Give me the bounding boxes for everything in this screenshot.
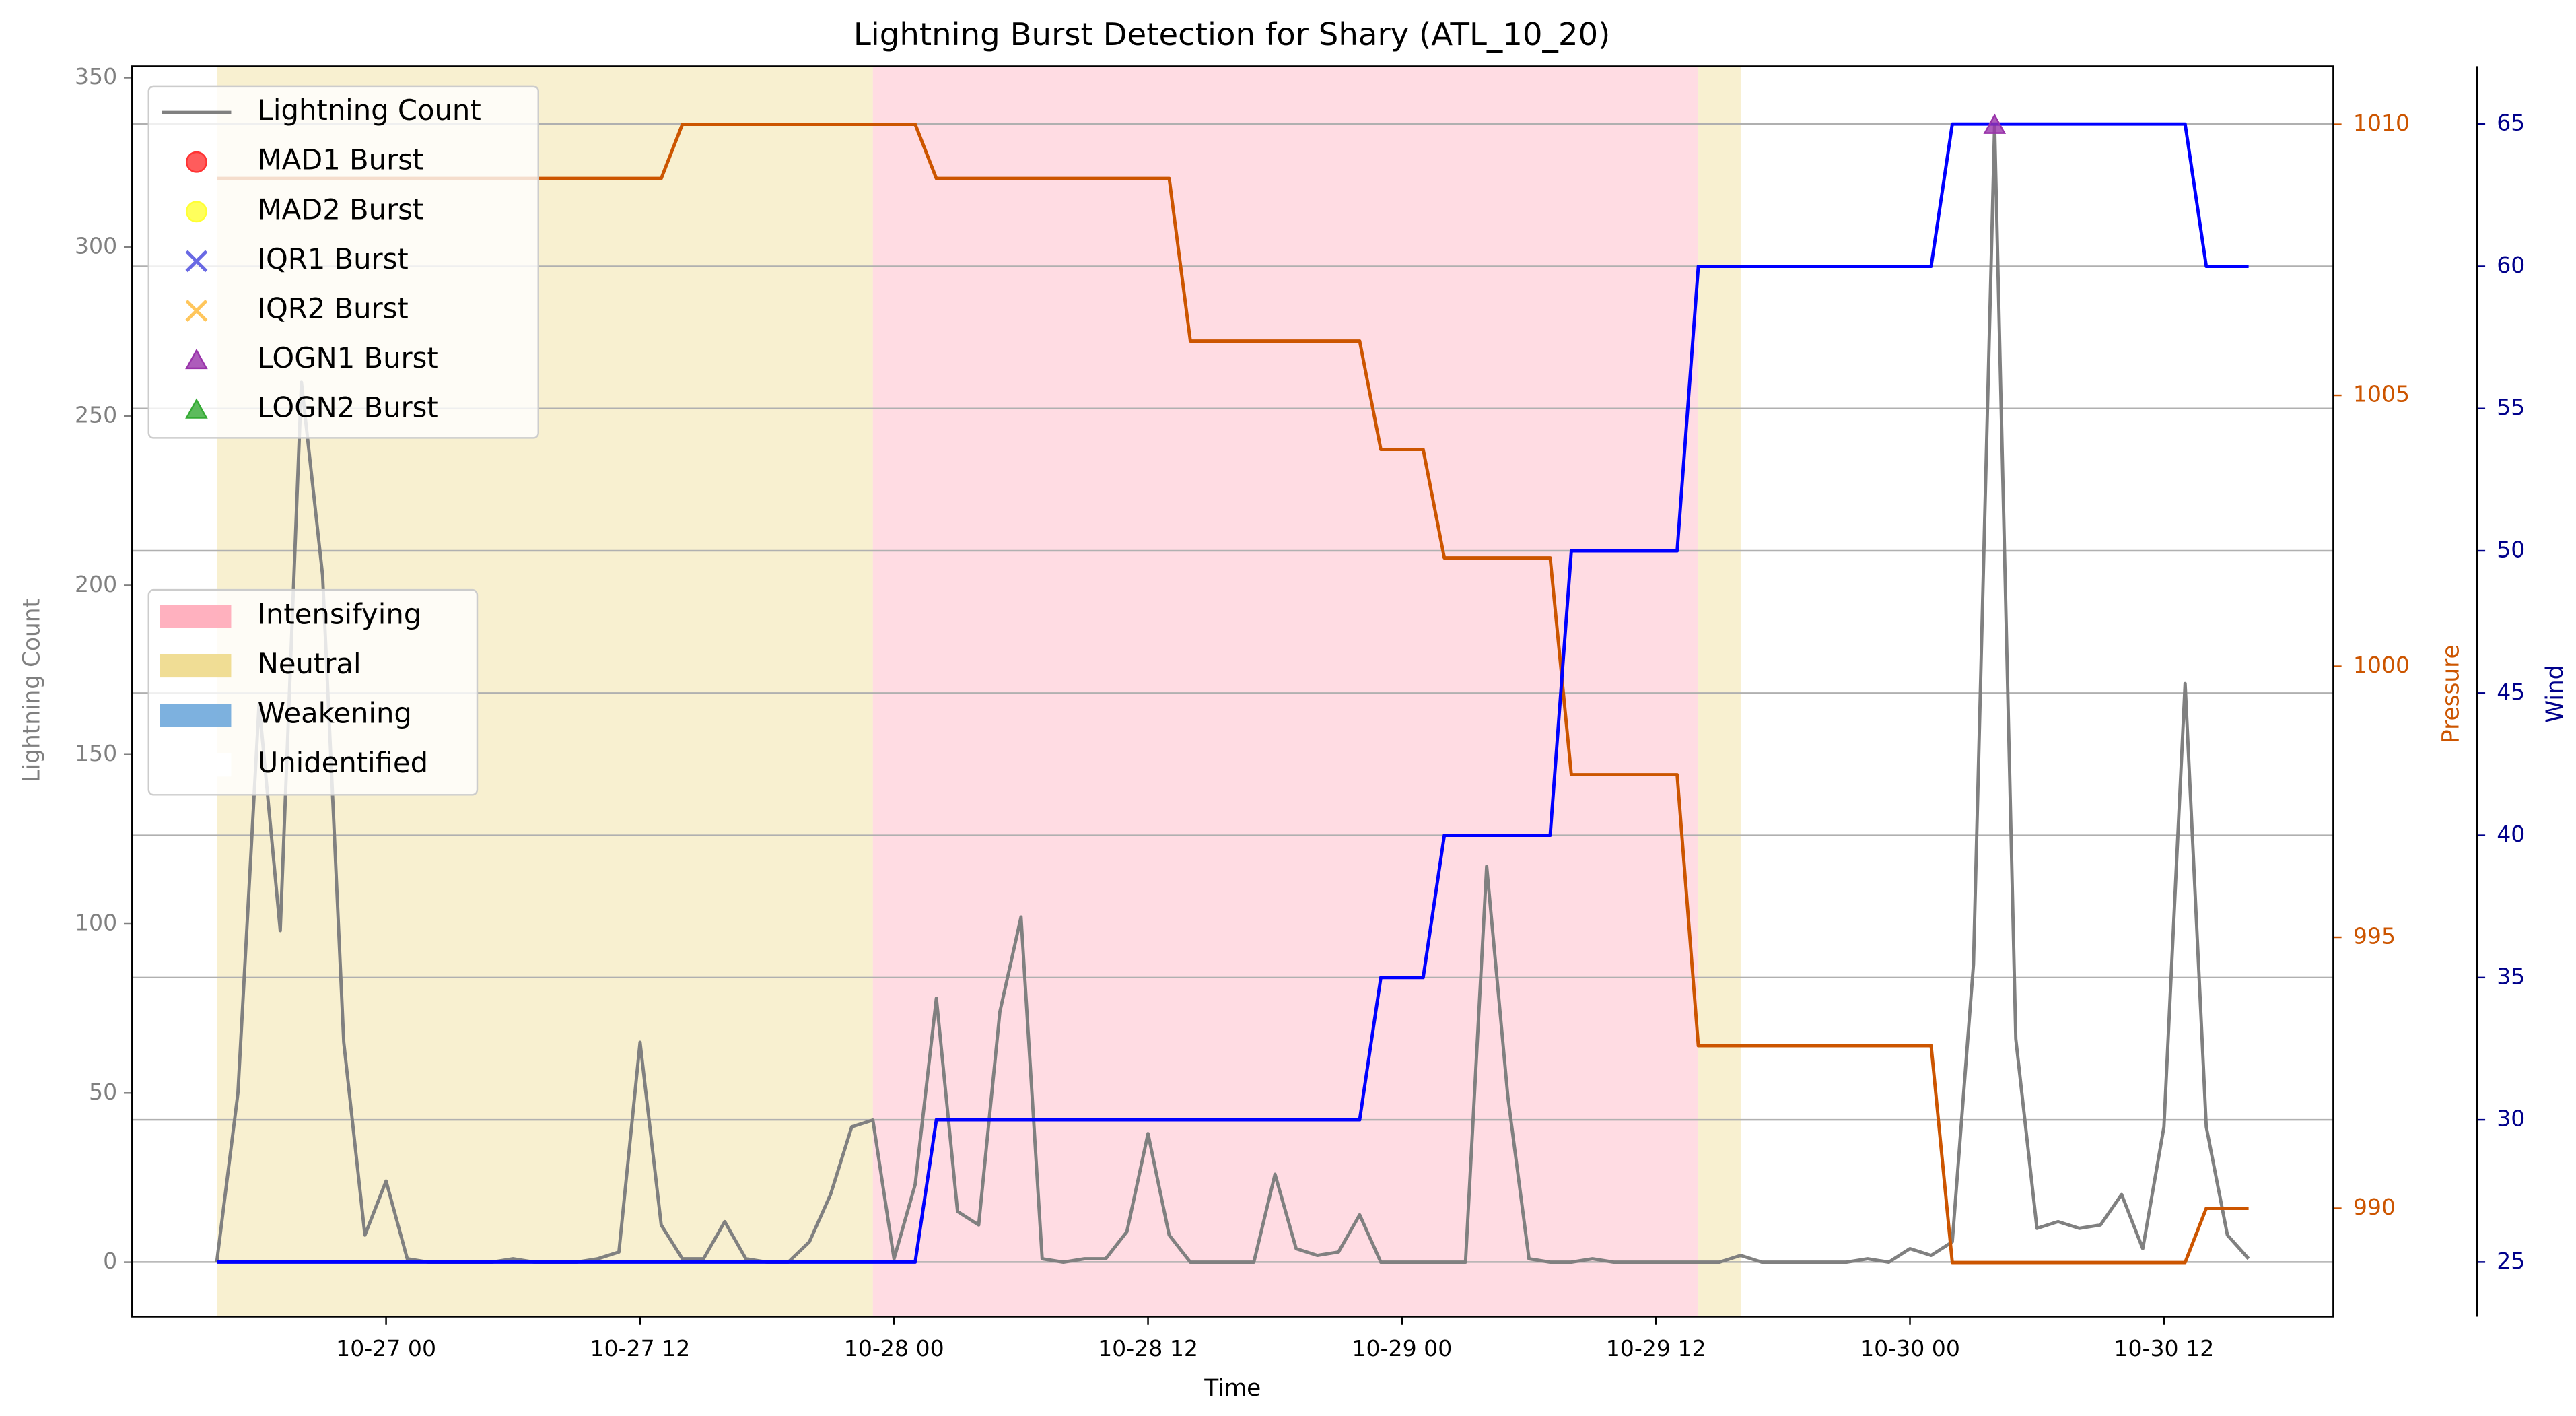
legend-label: MAD1 Burst [258, 143, 424, 176]
legend-label: IQR1 Burst [258, 242, 409, 275]
y-tick-label: 300 [75, 232, 117, 259]
series-line [217, 122, 2249, 1264]
legend-label: Unidentified [258, 746, 428, 779]
x-axis-label: Time [1204, 1375, 1261, 1402]
region [872, 66, 1699, 1317]
legend-label: Intensifying [258, 597, 422, 630]
y-axis-label: Lightning Count [19, 599, 46, 782]
legend: Lightning Count MAD1 Burst MAD2 Burst IQR1 … [147, 85, 539, 439]
legend-box [147, 85, 539, 439]
legend-label: Neutral [258, 647, 361, 680]
y-tick-label: 0 [103, 1248, 117, 1274]
series-line [217, 123, 2249, 1265]
x-tick-label: 10-29 00 [1352, 1335, 1452, 1361]
y2-axis-label: Pressure [2438, 644, 2465, 743]
x-tick-label: 10-30 12 [2114, 1335, 2214, 1361]
x-tick-label: 10-28 00 [844, 1335, 944, 1361]
burst-marker [1983, 113, 2007, 134]
y2-tick-label: 1000 [2353, 652, 2410, 678]
y-tick-label: 200 [75, 571, 117, 597]
y-tick-label: 350 [75, 63, 117, 90]
y3-tick-label: 50 [2497, 537, 2525, 563]
legend-label: Lightning Count [258, 94, 481, 127]
burst-marker [185, 300, 208, 322]
legend-label: LOGN1 Burst [258, 341, 438, 374]
y3-tick-label: 65 [2497, 110, 2525, 136]
legend-swatch [160, 654, 232, 678]
y-tick-label: 50 [89, 1079, 117, 1105]
legend-label: Weakening [258, 697, 412, 730]
plot-frame [131, 65, 2334, 1318]
x-tick-label: 10-29 12 [1606, 1335, 1706, 1361]
legend-label: IQR2 Burst [258, 292, 409, 325]
y-tick-label: 100 [75, 909, 117, 935]
y3-tick-label: 30 [2497, 1106, 2525, 1132]
burst-marker [185, 250, 208, 273]
y3-tick-label: 35 [2497, 963, 2525, 989]
y3-tick-label: 25 [2497, 1248, 2525, 1274]
burst-marker [185, 201, 207, 223]
legend-swatch [160, 753, 232, 777]
burst-marker [185, 398, 208, 419]
chart-title: Lightning Burst Detection for Shary (ATL… [854, 16, 1611, 53]
legend-swatch [160, 605, 232, 628]
y3-axis-label: Wind [2542, 665, 2569, 723]
y2-tick-label: 995 [2353, 923, 2396, 949]
y-tick-label: 150 [75, 740, 117, 766]
x-tick-label: 10-27 12 [590, 1335, 690, 1361]
legend-box [147, 588, 479, 796]
x-tick-label: 10-27 00 [336, 1335, 436, 1361]
x-tick-label: 10-28 12 [1098, 1335, 1198, 1361]
y3-tick-label: 40 [2497, 821, 2525, 847]
y3-tick-label: 60 [2497, 252, 2525, 278]
legend-label: MAD2 Burst [258, 193, 424, 226]
y2-tick-label: 1005 [2353, 381, 2410, 407]
y3-tick-label: 55 [2497, 394, 2525, 420]
region [1698, 66, 1741, 1317]
legend-label: LOGN2 Burst [258, 391, 438, 424]
legend: Intensifying Neutral Weakening Unidentified [147, 588, 479, 796]
y3-tick-label: 45 [2497, 679, 2525, 705]
y2-tick-label: 990 [2353, 1194, 2396, 1220]
x-tick-label: 10-30 00 [1860, 1335, 1960, 1361]
legend-swatch [160, 704, 232, 727]
y-tick-label: 250 [75, 402, 117, 428]
y2-tick-label: 1010 [2353, 110, 2410, 136]
burst-marker [185, 348, 208, 370]
burst-marker [185, 151, 207, 173]
